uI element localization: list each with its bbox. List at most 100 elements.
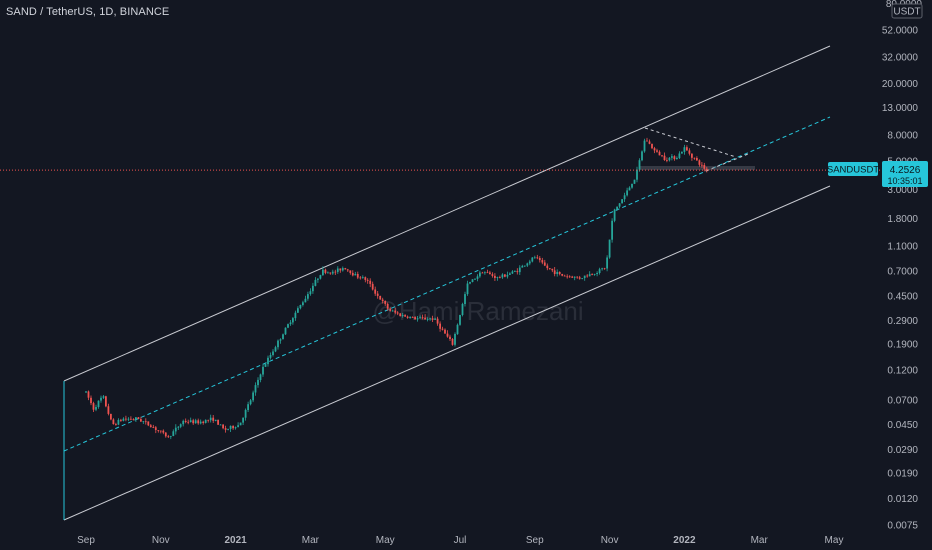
candle-body bbox=[703, 165, 706, 169]
channel-lower-line[interactable] bbox=[63, 185, 831, 521]
candle-body bbox=[312, 285, 314, 292]
candle-body bbox=[683, 147, 686, 152]
x-tick-label: May bbox=[376, 535, 395, 546]
candle-body bbox=[204, 419, 207, 423]
candle-body bbox=[125, 418, 127, 420]
candle-body bbox=[292, 318, 294, 323]
currency-badge[interactable] bbox=[891, 3, 923, 19]
y-tick-label: 0.1900 bbox=[887, 340, 918, 351]
candle-body bbox=[187, 421, 190, 423]
candle-body bbox=[359, 277, 362, 279]
triangle-lower-line[interactable] bbox=[705, 153, 749, 172]
candle-body bbox=[444, 329, 446, 334]
candle-body bbox=[673, 156, 676, 160]
candle-body bbox=[523, 265, 526, 267]
candle-body bbox=[596, 273, 598, 274]
candle-body bbox=[456, 324, 459, 335]
candle-body bbox=[678, 153, 681, 158]
candle-body bbox=[568, 276, 571, 278]
candle-body bbox=[486, 272, 489, 274]
candle-body bbox=[631, 183, 633, 188]
candle-body bbox=[613, 209, 616, 221]
currency-label: USDT bbox=[893, 7, 920, 18]
candle-body bbox=[521, 265, 524, 268]
candle-body bbox=[429, 318, 431, 320]
candle-body bbox=[459, 315, 461, 325]
candle-body bbox=[222, 424, 224, 429]
candle-body bbox=[611, 220, 613, 240]
candle-body bbox=[122, 418, 125, 421]
candle-body bbox=[686, 147, 688, 151]
candle-body bbox=[638, 160, 641, 170]
candle-body bbox=[182, 420, 185, 425]
candle-body bbox=[95, 407, 97, 410]
candle-body bbox=[601, 268, 603, 270]
candle-body bbox=[646, 140, 648, 142]
candle-body bbox=[469, 282, 471, 284]
candle-body bbox=[543, 262, 546, 266]
symbol-price-badge bbox=[828, 162, 878, 176]
candle-body bbox=[414, 317, 416, 320]
candle-body bbox=[207, 419, 210, 421]
x-tick-label: 2022 bbox=[673, 535, 696, 546]
candle-body bbox=[499, 277, 501, 278]
candle-body bbox=[279, 339, 282, 341]
candle-body bbox=[399, 313, 402, 317]
price-axis[interactable]: 80.000052.000032.000020.000013.00008.000… bbox=[882, 0, 923, 532]
candle-body bbox=[533, 257, 536, 259]
candle-body bbox=[404, 315, 406, 317]
candle-body bbox=[636, 169, 638, 180]
y-tick-label: 0.0290 bbox=[887, 445, 918, 456]
candle-body bbox=[314, 279, 317, 286]
candle-body bbox=[506, 274, 509, 277]
support-zone[interactable] bbox=[640, 166, 755, 170]
candle-body bbox=[608, 239, 611, 258]
candle-body bbox=[366, 279, 369, 281]
candle-body bbox=[112, 419, 115, 425]
candle-body bbox=[344, 268, 347, 270]
candle-body bbox=[329, 272, 332, 274]
candle-body bbox=[573, 276, 576, 278]
candle-body bbox=[322, 269, 324, 275]
candle-body bbox=[361, 277, 364, 278]
candle-body bbox=[566, 276, 569, 278]
candle-body bbox=[556, 272, 559, 274]
candle-body bbox=[676, 158, 678, 159]
candle-body bbox=[297, 308, 299, 313]
candle-body bbox=[421, 317, 424, 319]
channel-midline[interactable] bbox=[63, 116, 831, 452]
candle-body bbox=[249, 400, 252, 405]
candle-body bbox=[162, 430, 165, 433]
candle-body bbox=[616, 206, 618, 210]
candle-body bbox=[536, 257, 539, 259]
channel-upper-line[interactable] bbox=[63, 45, 831, 382]
time-axis[interactable]: Sep Nov 2021 Mar May Jul Sep Nov 2022 Mar May bbox=[77, 535, 843, 546]
candle-body bbox=[656, 150, 658, 152]
candle-body bbox=[406, 316, 409, 318]
triangle-upper-line[interactable] bbox=[644, 127, 737, 158]
candle-body bbox=[115, 424, 117, 425]
watermark-text: @Hami Ramezani bbox=[372, 296, 583, 326]
candle-body bbox=[648, 141, 651, 144]
y-tick-label: 8.0000 bbox=[887, 130, 918, 141]
candle-body bbox=[563, 275, 566, 277]
x-tick-label: Nov bbox=[601, 535, 619, 546]
candle-body bbox=[100, 397, 102, 401]
candle-body bbox=[451, 339, 454, 345]
candle-body bbox=[526, 263, 529, 266]
candle-body bbox=[284, 327, 287, 335]
candle-body bbox=[434, 318, 436, 320]
candle-body bbox=[578, 277, 581, 279]
candle-body bbox=[264, 364, 267, 367]
candle-body bbox=[386, 303, 389, 309]
candle-body bbox=[324, 269, 327, 273]
candle-body bbox=[691, 153, 693, 158]
candle-body bbox=[374, 289, 377, 294]
candle-body bbox=[167, 436, 170, 438]
candle-body bbox=[354, 274, 357, 276]
candle-body bbox=[504, 274, 506, 277]
y-tick-label: 13.0000 bbox=[882, 103, 919, 114]
candle-body bbox=[401, 315, 404, 317]
